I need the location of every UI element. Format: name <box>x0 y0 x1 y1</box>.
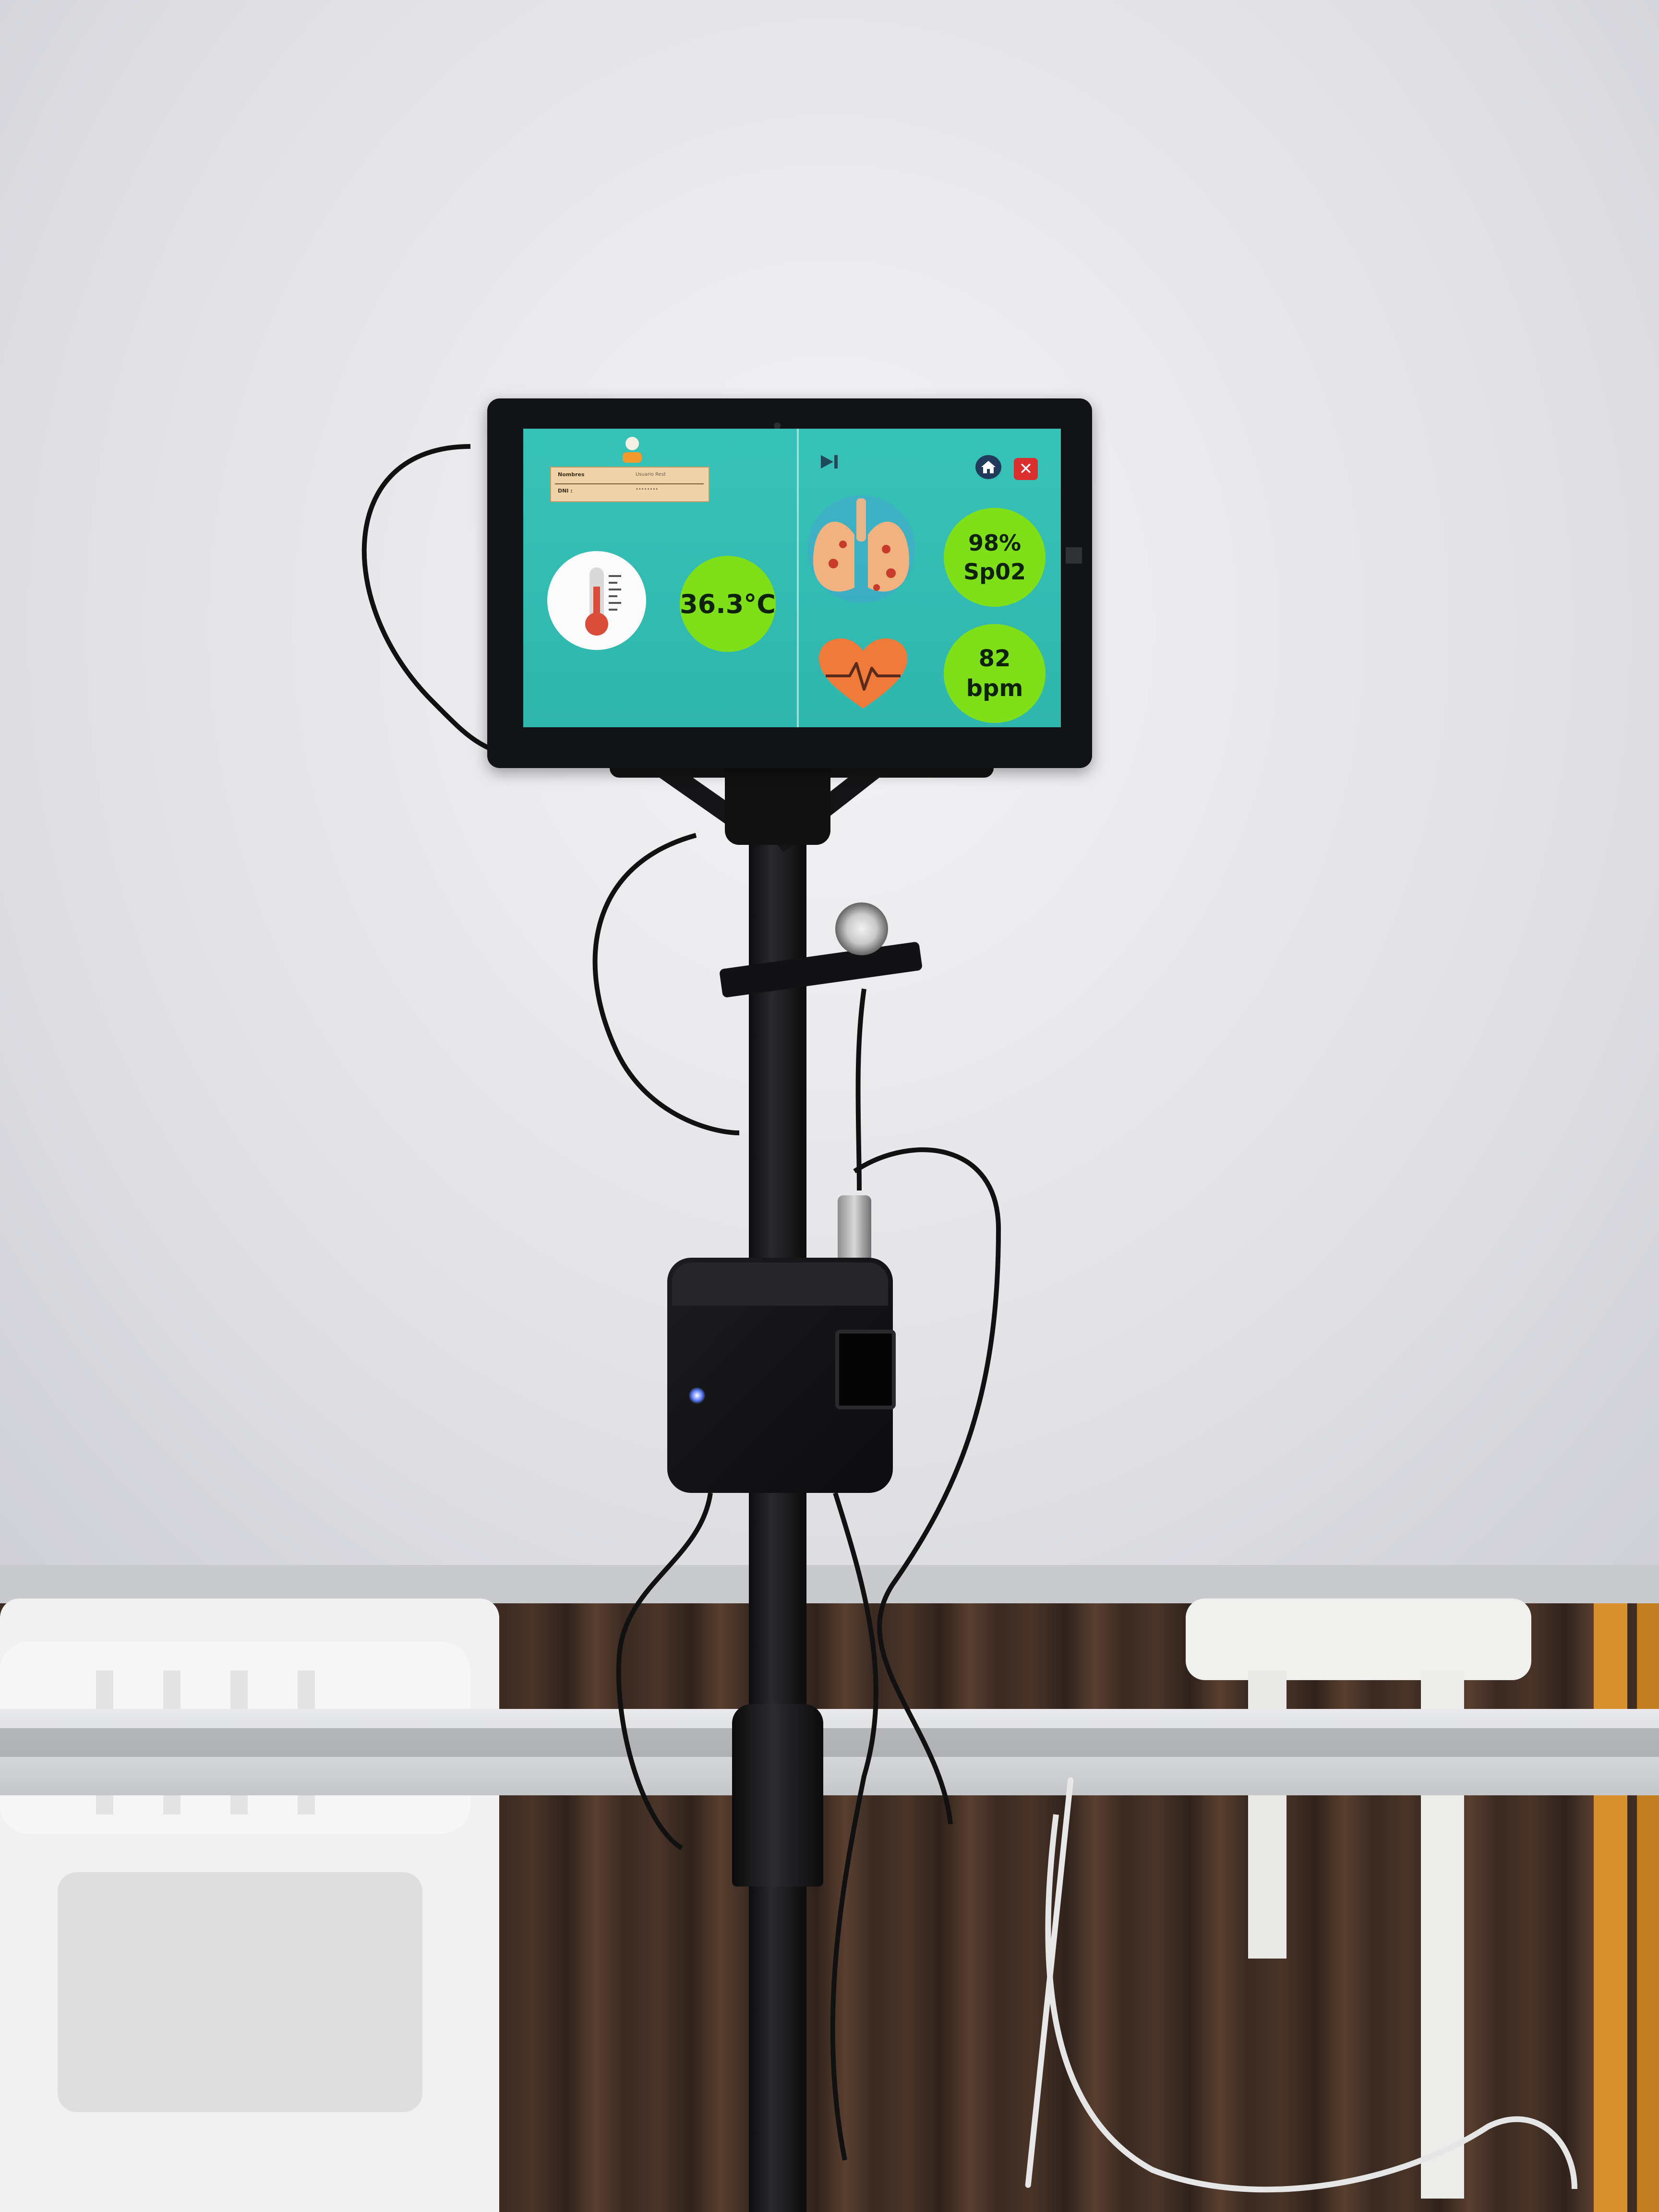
aviation-connector <box>838 1195 871 1262</box>
tablet-camera <box>774 422 781 429</box>
name-label: Nombres <box>558 471 585 478</box>
temperature-reading: 36.3°C <box>680 556 776 652</box>
whiteboard-frame <box>0 1565 1659 1603</box>
spo2-value: 98% <box>968 530 1022 556</box>
user-info-card: Nombres Usuario Rest DNI : •••••••• <box>550 467 709 502</box>
windows-logo-icon <box>1066 547 1082 564</box>
oximeter-slot <box>835 1330 896 1409</box>
heart-pulse-icon <box>816 637 910 713</box>
spo2-unit: Sp02 <box>963 559 1026 585</box>
orange-frame <box>1594 1603 1627 2212</box>
white-table <box>1186 1599 1531 1680</box>
blue-led <box>689 1387 705 1404</box>
card-separator <box>555 483 704 484</box>
electronics-box-lid <box>672 1262 888 1306</box>
home-button[interactable] <box>975 455 1001 479</box>
name-value: Usuario Rest <box>636 472 666 477</box>
heart-rate-value: 82 <box>978 645 1011 672</box>
thermometer-icon <box>547 551 646 650</box>
user-avatar-icon <box>620 435 644 464</box>
screen-divider <box>797 429 799 727</box>
close-icon: ✕ <box>1019 459 1033 479</box>
heart-rate-unit: bpm <box>966 675 1023 702</box>
skip-next-icon[interactable] <box>819 453 840 470</box>
temperature-sensor <box>835 902 888 955</box>
home-icon <box>981 461 996 473</box>
orange-frame <box>1637 1603 1659 2212</box>
id-label: DNI : <box>558 488 573 494</box>
temperature-value: 36.3°C <box>680 589 776 619</box>
lungs-icon <box>805 492 918 607</box>
stand-sleeve <box>732 1704 823 1887</box>
close-button[interactable]: ✕ <box>1014 458 1038 480</box>
chair-seat-shadow <box>58 1872 422 2112</box>
metal-rail-shade <box>0 1728 1659 1757</box>
spo2-reading: 98% Sp02 <box>944 508 1046 607</box>
id-value: •••••••• <box>636 487 659 492</box>
heart-rate-reading: 82 bpm <box>944 624 1046 723</box>
stand-pole-top <box>725 768 830 845</box>
